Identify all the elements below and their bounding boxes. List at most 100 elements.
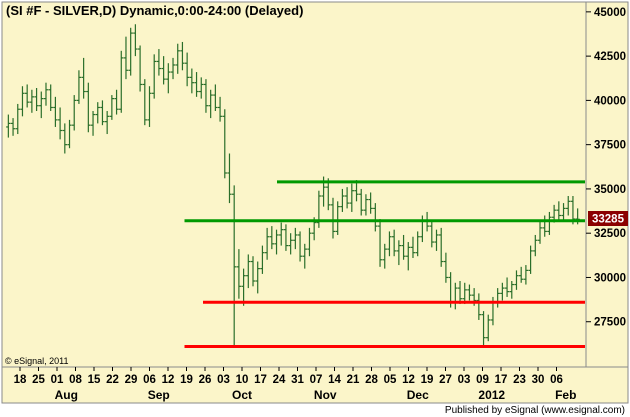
ohlc-bar (161, 56, 166, 85)
y-tick-label: 40000 (594, 95, 626, 107)
ohlc-bar (274, 229, 279, 255)
ohlc-bar (53, 96, 58, 127)
ohlc-bar (269, 226, 275, 250)
ohlc-bar (537, 220, 543, 244)
month-label: Feb (555, 388, 576, 402)
ohlc-bar (100, 100, 105, 126)
ohlc-bar (344, 187, 350, 209)
ohlc-bar (76, 70, 82, 104)
price-axis: 45000 42500 40000 37500 35000 32500 30000 27500 (586, 7, 626, 329)
ohlc-bar (279, 222, 284, 246)
ohlc-bar (123, 36, 129, 80)
ohlc-bar (476, 293, 482, 320)
ohlc-bar (24, 84, 30, 108)
ohlc-bar (250, 256, 256, 287)
x-tick-label: 28 (365, 374, 378, 386)
ohlc-bar (199, 77, 204, 99)
x-tick-label: 10 (236, 374, 249, 386)
ohlc-bar (67, 119, 72, 149)
ohlc-bar (236, 249, 242, 299)
month-label: Dec (407, 388, 429, 402)
ohlc-bar (335, 201, 340, 235)
ohlc-bar (326, 178, 331, 211)
ohlc-bar (57, 107, 63, 140)
ohlc-bar (114, 89, 119, 115)
ohlc-bar (15, 103, 20, 135)
ohlc-bar (137, 45, 143, 92)
price-axis-panel (585, 1, 629, 368)
last-price-label: 33285 (592, 214, 625, 226)
x-tick-label: 19 (421, 374, 434, 386)
x-tick-label: 12 (402, 374, 415, 386)
last-price-marker: 33285 (588, 211, 628, 226)
month-label: Aug (55, 388, 78, 402)
ohlc-bar (62, 123, 68, 154)
ohlc-bar (241, 268, 246, 306)
x-tick-label: 27 (439, 374, 452, 386)
ohlc-bar (95, 102, 100, 124)
x-tick-label: 25 (32, 374, 45, 386)
ohlc-bar (514, 270, 519, 290)
copyright-watermark: © eSignal, 2011 (5, 356, 69, 366)
ohlc-bar (260, 245, 265, 274)
x-tick-label: 15 (88, 374, 101, 386)
ohlc-bar (133, 24, 138, 57)
ohlc-bar (81, 57, 86, 99)
ohlc-bar (170, 57, 176, 80)
ohlc-bar (396, 240, 402, 266)
ohlc-bar (415, 231, 420, 257)
ohlc-bar (406, 242, 411, 271)
ohlc-bar (307, 227, 312, 257)
ohlc-bar (486, 314, 491, 342)
ohlc-bar (434, 229, 439, 251)
x-tick-label: 03 (217, 374, 230, 386)
ohlc-bar (391, 229, 397, 257)
ohlc-bar (556, 201, 562, 221)
ohlc-bar (231, 185, 237, 347)
ohlc-bar (481, 311, 486, 347)
ohlc-bar (354, 180, 359, 202)
ohlc-bar (363, 194, 369, 216)
ohlc-bar (359, 188, 364, 216)
ohlc-bar (288, 233, 293, 255)
x-tick-label: 08 (69, 374, 82, 386)
ohlc-bar (264, 227, 270, 260)
x-tick-label: 22 (106, 374, 119, 386)
ohlc-bar (189, 68, 195, 94)
publisher-footer: Published by eSignal (www.esignal.com) (445, 405, 625, 416)
x-tick-label: 07 (310, 374, 323, 386)
ohlc-bar (373, 203, 378, 232)
ohlc-bar (104, 111, 110, 135)
x-tick-label: 03 (458, 374, 471, 386)
ohlc-bar (156, 49, 162, 76)
x-tick-label: 18 (14, 374, 27, 386)
ohlc-bar (330, 197, 336, 239)
x-tick-label: 06 (143, 374, 156, 386)
x-tick-label: 23 (513, 374, 526, 386)
ohlc-bar (547, 211, 552, 235)
ohlc-bar (443, 252, 449, 283)
ohlc-bar (213, 84, 218, 112)
ohlc-bar (20, 86, 25, 117)
y-tick-label: 42500 (594, 51, 626, 63)
ohlc-bar (217, 96, 223, 122)
ohlc-bar (86, 82, 91, 133)
ohlc-bar (203, 79, 209, 113)
ohlc-bar (246, 254, 251, 289)
ohlc-bar (467, 284, 472, 301)
x-tick-label: 26 (199, 374, 212, 386)
ohlc-bar (566, 196, 571, 216)
ohlc-bar (128, 27, 133, 76)
ohlc-bar (302, 243, 307, 269)
ohlc-bar (457, 281, 463, 305)
x-tick-label: 12 (162, 374, 175, 386)
month-label: 2012 (478, 388, 505, 402)
x-tick-label: 09 (476, 374, 489, 386)
ohlc-bar (119, 50, 124, 113)
ohlc-bar (208, 89, 213, 119)
ohlc-bar (194, 72, 199, 97)
ohlc-bar (500, 282, 505, 301)
ohlc-bar (39, 91, 44, 119)
plot-area[interactable] (1, 1, 587, 368)
x-tick-label: 01 (51, 374, 64, 386)
